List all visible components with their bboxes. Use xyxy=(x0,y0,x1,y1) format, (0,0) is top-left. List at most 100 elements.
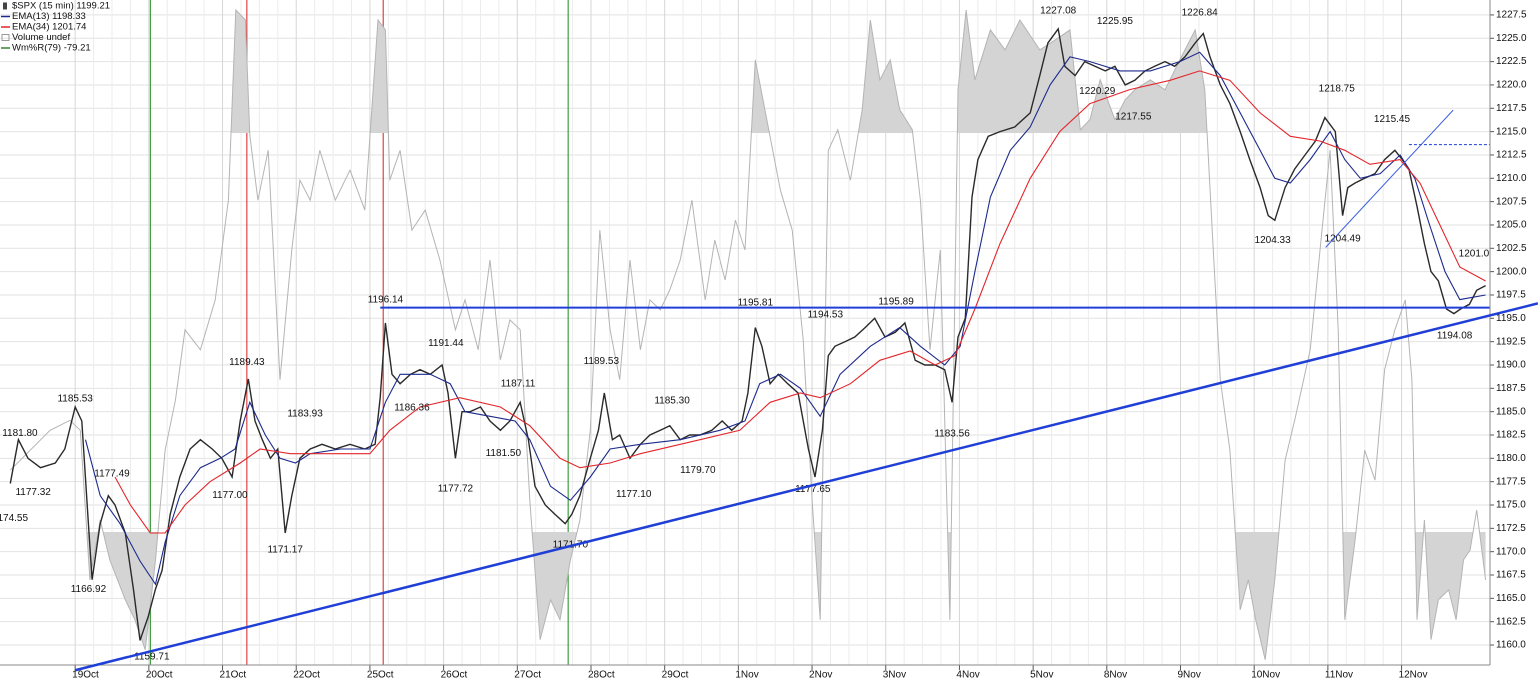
y-tick-label: 1175.0 xyxy=(1496,500,1526,511)
y-tick-label: 1172.5 xyxy=(1496,523,1526,534)
y-tick-label: 1162.5 xyxy=(1496,616,1526,627)
x-tick-label: 11Nov xyxy=(1325,670,1353,681)
legend-label: Volume undef xyxy=(12,32,70,43)
price-annotation: 1166.92 xyxy=(71,584,107,595)
y-tick-label: 1215.0 xyxy=(1496,126,1527,137)
price-annotation: 1225.95 xyxy=(1097,16,1134,27)
price-annotation: 1181.80 xyxy=(2,428,38,439)
x-tick-label: 12Nov xyxy=(1399,670,1428,681)
price-annotation: 1195.89 xyxy=(878,297,914,308)
legend-icon xyxy=(1,34,10,41)
price-annotation: 1226.84 xyxy=(1182,8,1219,19)
x-tick-label: 10Nov xyxy=(1251,670,1280,681)
x-tick-label: 2Nov xyxy=(809,670,832,681)
x-tick-label: 27Oct xyxy=(514,670,541,681)
price-annotation: 1218.75 xyxy=(1319,83,1356,94)
y-tick-label: 1220.0 xyxy=(1496,80,1527,91)
y-tick-label: 1212.5 xyxy=(1496,150,1527,161)
y-tick-label: 1192.5 xyxy=(1496,336,1526,347)
indicator-line xyxy=(9,8,1487,660)
y-tick-label: 1197.5 xyxy=(1496,290,1526,301)
price-annotation: 1159.71 xyxy=(134,651,170,662)
price-annotation: 1179.70 xyxy=(680,465,716,476)
y-tick-label: 1177.5 xyxy=(1496,476,1526,487)
shading xyxy=(9,0,1487,665)
price-annotation: 1204.33 xyxy=(1255,235,1292,246)
price-annotation: 1220.29 xyxy=(1079,86,1116,97)
price-annotation: 1191.44 xyxy=(428,338,464,349)
y-tick-label: 1207.5 xyxy=(1496,196,1527,207)
price-annotation: 1186.36 xyxy=(394,403,430,414)
price-annotation: 1187.11 xyxy=(501,379,536,390)
x-tick-label: 25Oct xyxy=(367,670,394,681)
overbought-shade xyxy=(10,10,1486,133)
price-annotation: 1177.32 xyxy=(15,487,51,498)
price-annotation: 1204.49 xyxy=(1325,233,1362,244)
price-annotation: 1227.08 xyxy=(1040,5,1077,16)
price-annotation: 1201.06 xyxy=(1459,248,1496,259)
legend-label: $SPX (15 min) 1199.21 xyxy=(12,1,110,12)
y-tick-label: 1225.0 xyxy=(1496,33,1527,44)
price-annotation: 1181.50 xyxy=(486,448,522,459)
y-tick-label: 1222.5 xyxy=(1496,56,1527,67)
price-annotation: 1177.65 xyxy=(795,484,831,495)
price-annotation: 1177.10 xyxy=(616,489,652,500)
price-annotation: 1183.93 xyxy=(287,408,323,419)
price-annotation: 1194.08 xyxy=(1437,331,1473,342)
x-tick-label: 29Oct xyxy=(662,670,689,681)
x-tick-label: 26Oct xyxy=(441,670,468,681)
price-annotation: 1177.72 xyxy=(438,483,474,494)
y-tick-label: 1165.0 xyxy=(1496,593,1526,604)
trend-line xyxy=(74,302,1538,672)
x-tick-label: 4Nov xyxy=(956,670,979,681)
ema-line xyxy=(114,70,1486,534)
y-tick-label: 1205.0 xyxy=(1496,220,1527,231)
ema-line xyxy=(84,51,1486,586)
price-annotation: 1196.14 xyxy=(368,294,404,305)
x-tick-label: 9Nov xyxy=(1178,670,1201,681)
price-annotation: 1183.56 xyxy=(934,429,970,440)
plot-area: 1181.80 1177.32 1174.55 1185.53 1177.49 1166.… xyxy=(0,5,1496,662)
y-tick-label: 1187.5 xyxy=(1496,383,1526,394)
x-tick-label: 28Oct xyxy=(588,670,615,681)
legend-label: EMA(13) 1198.33 xyxy=(12,11,86,22)
price-annotation: 1189.43 xyxy=(229,357,265,368)
price-annotation: 1185.53 xyxy=(57,393,93,404)
price-annotation: 1171.17 xyxy=(267,544,303,555)
y-tick-label: 1185.0 xyxy=(1496,406,1526,417)
x-tick-label: 22Oct xyxy=(293,670,320,681)
y-tick-label: 1182.5 xyxy=(1496,430,1526,441)
price-annotation: 1217.55 xyxy=(1115,111,1152,122)
price-annotation: 1185.30 xyxy=(654,395,690,406)
price-line xyxy=(9,27,1486,641)
price-annotation: 1215.45 xyxy=(1374,114,1411,125)
x-tick-label: 8Nov xyxy=(1104,670,1127,681)
y-tick-label: 1180.0 xyxy=(1496,453,1526,464)
y-tick-label: 1167.5 xyxy=(1496,570,1526,581)
price-annotation: 1174.55 xyxy=(0,513,28,524)
x-tick-label: 21Oct xyxy=(220,670,247,681)
y-tick-label: 1190.0 xyxy=(1496,360,1526,371)
price-annotation: 1194.53 xyxy=(808,309,844,320)
trend-line xyxy=(1325,109,1454,248)
y-tick-label: 1217.5 xyxy=(1496,103,1527,114)
legend-label: EMA(34) 1201.74 xyxy=(12,22,86,33)
price-annotation: 1195.81 xyxy=(738,297,774,308)
y-tick-label: 1227.5 xyxy=(1496,10,1527,21)
y-tick-label: 1202.5 xyxy=(1496,243,1527,254)
price-annotation: 1177.49 xyxy=(94,468,130,479)
y-tick-label: 1200.0 xyxy=(1496,266,1527,277)
x-tick-label: 3Nov xyxy=(883,670,906,681)
y-tick-label: 1195.0 xyxy=(1496,313,1526,324)
y-tick-label: 1170.0 xyxy=(1496,546,1526,557)
y-tick-label: 1160.0 xyxy=(1496,640,1526,651)
x-tick-label: 19Oct xyxy=(72,670,99,681)
legend-label: Wm%R(79) -79.21 xyxy=(12,43,91,54)
legend-icon xyxy=(3,2,7,10)
x-tick-label: 1Nov xyxy=(735,670,758,681)
grid xyxy=(0,0,1490,665)
